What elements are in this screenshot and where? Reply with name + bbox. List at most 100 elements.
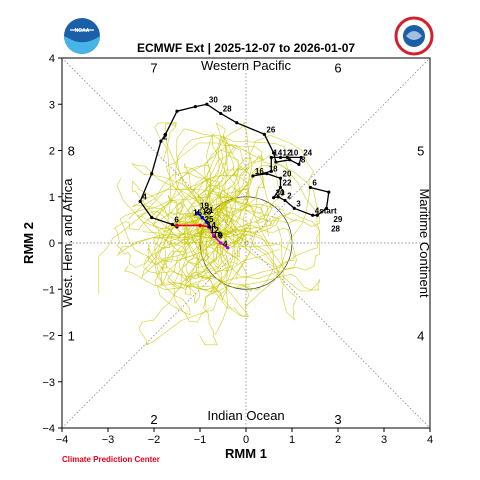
x-axis-label: RMM 1 [225,446,267,461]
ensemble-member-line [202,134,314,307]
ensemble-member-line [138,215,257,346]
ensemble-members [98,122,320,346]
ensemble-member-line [184,190,275,296]
phase-label: 6 [334,60,341,75]
observed-day-label: 29 [333,215,342,224]
ensemble-member-line [174,134,292,230]
ensemble-mean-day-label: 19 [200,201,209,210]
chart-title: ECMWF Ext | 2025-12-07 to 2026-01-07 [137,41,355,55]
x-tick-label: −4 [56,434,69,446]
y-axis-label: RMM 2 [21,222,36,264]
observed-day-label: 4 [142,192,147,201]
noaa-logo-text: NOAA [75,28,90,34]
observed-point [276,195,280,199]
y-tick-label: −2 [42,331,55,343]
observed-point [283,198,287,203]
phase-label: 4 [417,329,424,344]
ensemble-member-line [141,122,227,278]
ensemble-mean-day-label: 14 [207,221,216,230]
observed-day-label: 2 [163,132,168,141]
y-tick-label: 1 [49,192,55,204]
ensemble-member-line [191,178,229,336]
observed-point [292,206,296,210]
observed-point [265,172,269,176]
observed-point [297,162,301,166]
observed-point [272,196,276,200]
x-tick-label: 1 [289,434,295,446]
ensemble-mean-point [212,234,216,238]
observed-point [138,199,142,203]
credit-footer: Climate Prediction Center [62,455,160,464]
x-tick-label: −1 [194,434,207,446]
x-tick-label: 0 [243,434,249,446]
phase-label: 5 [417,144,424,159]
ensemble-member-line [116,178,218,271]
phase-label: 2 [150,412,157,427]
observed-point [311,213,315,217]
observed-point [308,185,312,190]
observed-day-label: 3 [296,199,301,208]
observed-day-label: start [319,206,337,215]
observed-day-label: 28 [331,224,340,233]
observed-day-label: 2 [287,191,292,200]
y-tick-label: −1 [42,284,55,296]
observed-point [193,104,197,109]
observed-point [324,206,329,210]
ensemble-member-line [154,172,265,291]
ensemble-member-line [159,204,245,290]
ensemble-mean-point [195,211,200,215]
observed-day-label: 10 [289,148,298,157]
ensemble-member-line [143,218,295,278]
ensemble-member-line [215,154,320,234]
observed-point [219,111,223,116]
ensemble-mean-point [207,225,211,229]
observed-day-label: 12 [283,148,292,157]
ensemble-mean-day-label: 25 [205,215,214,224]
x-tick-label: 4 [427,434,433,446]
observed-point [235,121,239,125]
observed-point [274,160,278,164]
observed-point [315,213,319,217]
region-label-left: West. Hem. and Africa [60,178,75,308]
ensemble-mean-point [198,223,202,228]
ensemble-mean-point [225,245,230,250]
y-tick-label: −4 [42,423,55,435]
ensemble-mean-point [205,220,209,224]
y-tick-label: 4 [49,53,55,65]
observed-day-label: 4 [315,206,320,215]
noaa-logo: NOAA [64,18,100,54]
ensemble-mean-point [200,215,205,220]
ensemble-mean-day-label: 15 [193,208,202,217]
ensemble-member-line [165,142,265,239]
observed-point [327,190,331,194]
ensemble-member-line [178,165,286,245]
ensemble-mean-point [218,241,223,245]
y-tick-label: −3 [42,377,55,389]
nws-logo [394,16,434,56]
noaa-logo-wave [64,36,100,54]
observed-day-label: 18 [269,165,278,174]
observed-point [278,185,283,190]
x-tick-label: −3 [102,434,115,446]
nws-logo-swirl [406,31,422,40]
ensemble-member-line [184,219,238,287]
ensemble-mean-day-label: 9 [218,231,223,240]
y-tick-label: 3 [49,99,55,111]
observed-point [170,222,174,227]
ensemble-member-line [123,235,228,304]
ensemble-member-line [188,155,239,261]
ensemble-member-line [119,157,252,316]
ensemble-mean-day-label: 10 [213,230,222,239]
ensemble-mean-day-label: 4 [223,240,228,249]
observed-day-label: 24 [303,148,312,157]
region-label-right: Maritime Continent [417,188,432,297]
ensemble-mean-point [175,223,179,228]
observed-point [163,132,168,136]
observed-day-label: 6 [174,216,179,225]
observed-point [262,132,266,136]
